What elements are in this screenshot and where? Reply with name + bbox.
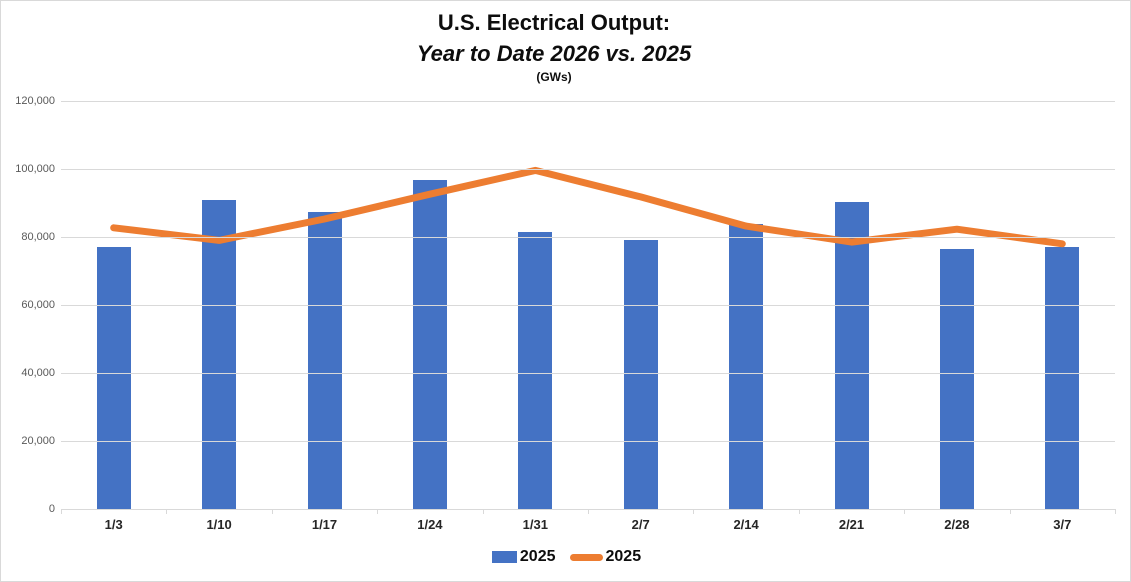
bar-2/21 [834, 201, 869, 509]
bar-2/28 [939, 248, 974, 509]
y-axis-label: 100,000 [15, 163, 55, 175]
legend: 2025 2025 [1, 547, 1130, 567]
x-axis-label: 1/10 [206, 517, 232, 532]
gridline-20000 [61, 441, 1115, 442]
y-axis-label: 80,000 [21, 231, 55, 243]
y-axis-label: 0 [48, 503, 55, 515]
y-axis-label: 120,000 [15, 95, 55, 107]
bar-series-legend-label: 2025 [519, 548, 556, 565]
chart-title-line1: U.S. Electrical Output: [437, 10, 671, 35]
bar-1/10 [202, 200, 237, 509]
x-axis-label: 2/14 [733, 517, 759, 532]
x-axis-tick [61, 509, 62, 514]
x-axis-tick [1115, 509, 1116, 514]
x-axis-tick [166, 509, 168, 514]
x-axis-tick [798, 509, 800, 514]
chart-title-line2: Year to Date 2026 vs. 2025 [416, 41, 692, 66]
x-axis-label: 3/7 [1053, 517, 1072, 532]
x-axis-tick [1009, 509, 1011, 514]
bar-1/31 [518, 231, 553, 509]
line-series-svg [110, 166, 1066, 248]
y-axis-label: 20,000 [21, 435, 55, 447]
line-series-2025 [110, 166, 1066, 248]
x-axis-tick [271, 509, 273, 514]
chart-title: U.S. Electrical Output: Year to Date 202… [1, 7, 1107, 85]
bar-2/7 [623, 240, 658, 509]
gridline-40000 [61, 373, 1115, 374]
x-axis-label: 1/31 [522, 517, 548, 532]
line-series-swatch [569, 553, 603, 561]
bar-series-swatch [491, 551, 517, 563]
plot-area: 0 20,000 40,000 60,000 80,000 100,000 120,000 1… [15, 95, 1116, 532]
x-axis-tick [377, 509, 379, 514]
x-axis-label: 1/3 [104, 517, 123, 532]
bar-1/3 [96, 246, 131, 509]
y-axis-label: 60,000 [21, 299, 55, 311]
gridline-100000 [61, 169, 1115, 170]
x-axis-tick [693, 509, 695, 514]
line-series-legend-label: 2025 [605, 548, 642, 565]
bar-2/14 [729, 224, 764, 509]
y-axis-label: 40,000 [21, 367, 55, 379]
legend-item-line-series: 2025 [569, 547, 642, 567]
gridline-80000 [61, 237, 1115, 238]
gridline-120000 [61, 101, 1115, 102]
x-axis-tick [482, 509, 484, 514]
gridline-60000 [61, 305, 1115, 306]
bar-1/17 [307, 212, 342, 509]
x-axis-label: 2/21 [838, 517, 865, 532]
x-axis-tick [904, 509, 906, 514]
chart-title-units: (GWs) [536, 70, 572, 84]
x-axis-label: 1/17 [311, 517, 338, 532]
legend-item-bar-series: 2025 [491, 547, 556, 567]
x-axis-label: 2/7 [631, 517, 650, 532]
bar-1/24 [412, 179, 447, 509]
bar-3/7 [1045, 246, 1080, 509]
x-axis-tick [588, 509, 589, 514]
x-axis-label: 1/24 [417, 517, 443, 532]
x-axis-label: 2/28 [944, 517, 970, 532]
